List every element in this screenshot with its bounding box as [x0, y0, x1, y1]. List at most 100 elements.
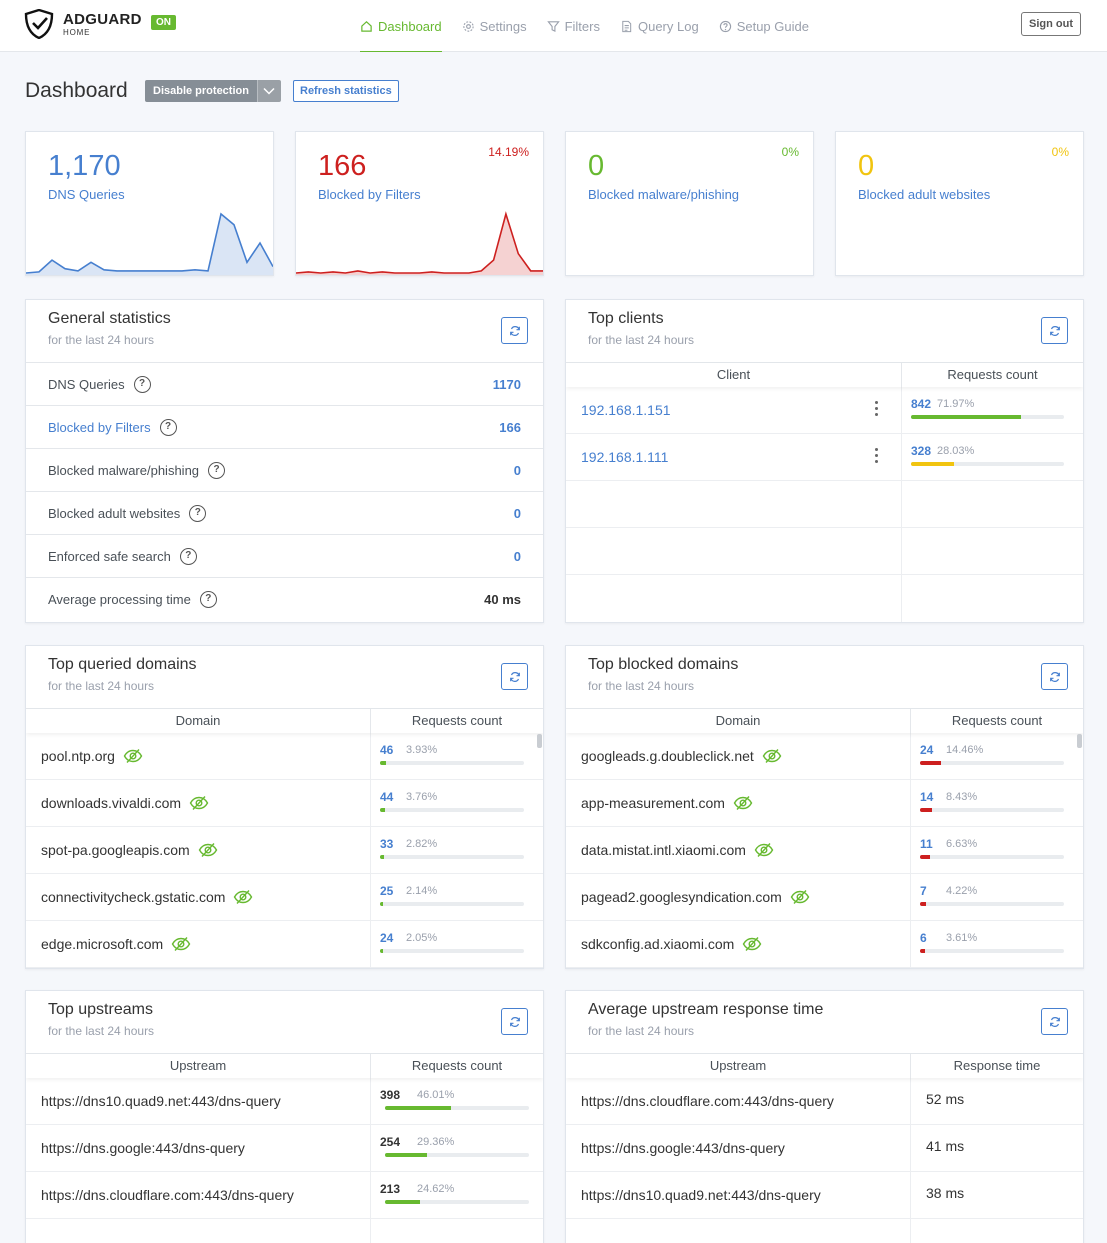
eye-crossed-icon[interactable] — [733, 795, 753, 811]
gs-label-link[interactable]: Blocked by Filters? — [48, 418, 177, 436]
sign-out-button[interactable]: Sign out — [1021, 12, 1081, 36]
gs-label: Enforced safe search? — [48, 547, 197, 565]
domain-cell[interactable]: data.mistat.intl.xiaomi.com — [566, 827, 911, 873]
domain-cell[interactable]: connectivitycheck.gstatic.com — [26, 874, 371, 920]
upstream-name[interactable]: https://dns.cloudflare.com:443/dns-query — [41, 1187, 294, 1203]
response-time-cell: 41 ms — [911, 1125, 1083, 1171]
domain-name[interactable]: sdkconfig.ad.xiaomi.com — [581, 936, 735, 952]
nav-filters[interactable]: Filters — [537, 0, 610, 52]
upstream-cell[interactable]: https://dns.google:443/dns-query — [566, 1125, 911, 1171]
upstream-name[interactable]: https://dns.google:443/dns-query — [41, 1140, 245, 1156]
eye-crossed-icon[interactable] — [233, 889, 253, 905]
client-ip[interactable]: 192.168.1.111 — [566, 434, 902, 480]
help-icon[interactable]: ? — [199, 591, 217, 608]
disable-protection-dropdown[interactable] — [256, 80, 281, 102]
top-clients-subtitle: for the last 24 hours — [588, 333, 695, 347]
domain-name[interactable]: downloads.vivaldi.com — [41, 795, 182, 811]
upstream-name[interactable]: https://dns.google:443/dns-query — [581, 1140, 785, 1156]
domain-cell[interactable]: downloads.vivaldi.com — [26, 780, 371, 826]
help-icon[interactable]: ? — [208, 461, 226, 479]
upstream-cell[interactable]: https://dns10.quad9.net:443/dns-query — [566, 1172, 911, 1218]
request-bar — [385, 1106, 529, 1110]
client-ip[interactable]: 192.168.1.151 — [566, 387, 902, 433]
request-percent: 2.14% — [406, 885, 438, 897]
nav-query-log[interactable]: Query Log — [610, 0, 709, 52]
general-statistics-refresh-button[interactable] — [501, 317, 528, 344]
domain-cell[interactable]: edge.microsoft.com — [26, 921, 371, 967]
nav-settings[interactable]: Settings — [452, 0, 537, 52]
requests-cell: 25 2.14% — [371, 874, 543, 920]
col-upstream-header[interactable]: Upstream — [566, 1054, 911, 1078]
eye-crossed-icon[interactable] — [790, 889, 810, 905]
nav-setup-guide[interactable]: Setup Guide — [709, 0, 819, 52]
col-requests-header[interactable]: Requests count — [947, 367, 1038, 382]
eye-crossed-icon[interactable] — [198, 842, 218, 858]
nav-dashboard[interactable]: Dashboard — [350, 0, 452, 52]
domain-name[interactable]: connectivitycheck.gstatic.com — [41, 889, 226, 905]
upstream-cell[interactable]: https://dns.cloudflare.com:443/dns-query — [566, 1078, 911, 1124]
more-options-icon[interactable] — [875, 448, 879, 466]
col-requests-header[interactable]: Requests count — [411, 713, 503, 728]
domain-name[interactable]: data.mistat.intl.xiaomi.com — [581, 842, 746, 858]
avg-upstream-refresh-button[interactable] — [1041, 1008, 1068, 1035]
domain-name[interactable]: app-measurement.com — [581, 795, 725, 811]
top-blocked-refresh-button[interactable] — [1041, 663, 1068, 690]
upstream-cell[interactable]: https://dns.cloudflare.com:443/dns-query — [26, 1172, 371, 1218]
eye-crossed-icon[interactable] — [123, 748, 143, 764]
domain-cell[interactable]: googleads.g.doubleclick.net — [566, 733, 911, 779]
table-row: downloads.vivaldi.com 44 3.76% — [26, 780, 543, 827]
help-icon[interactable]: ? — [159, 418, 177, 436]
scrollbar-thumb[interactable] — [537, 734, 542, 748]
upstream-cell[interactable]: https://dns.google:443/dns-query — [26, 1125, 371, 1171]
avg-upstream-response-panel: Average upstream response time for the l… — [565, 990, 1084, 1243]
gs-value: 40 ms — [484, 592, 521, 607]
domain-name[interactable]: edge.microsoft.com — [41, 936, 164, 952]
refresh-icon — [509, 1016, 520, 1027]
upstream-name[interactable]: https://dns10.quad9.net:443/dns-query — [41, 1093, 281, 1109]
help-icon[interactable]: ? — [189, 504, 207, 522]
col-domain-header[interactable]: Domain — [566, 709, 911, 733]
top-queried-refresh-button[interactable] — [501, 663, 528, 690]
col-client-header[interactable]: Client — [566, 363, 902, 387]
help-icon[interactable]: ? — [179, 547, 197, 565]
upstream-cell[interactable]: https://dns10.quad9.net:443/dns-query — [26, 1078, 371, 1124]
domain-cell[interactable]: pagead2.googlesyndication.com — [566, 874, 911, 920]
col-requests-header[interactable]: Requests count — [951, 713, 1043, 728]
request-count: 398 — [380, 1088, 401, 1102]
table-row: edge.microsoft.com 24 2.05% — [26, 921, 543, 968]
scrollbar-thumb[interactable] — [1077, 734, 1082, 748]
eye-crossed-icon[interactable] — [762, 748, 782, 764]
col-requests-header[interactable]: Requests count — [411, 1058, 503, 1073]
more-options-icon[interactable] — [875, 401, 879, 419]
general-statistics-subtitle: for the last 24 hours — [48, 333, 155, 347]
col-domain-header[interactable]: Domain — [26, 709, 371, 733]
refresh-statistics-button[interactable]: Refresh statistics — [293, 80, 399, 102]
eye-crossed-icon[interactable] — [189, 795, 209, 811]
domain-cell[interactable]: pool.ntp.org — [26, 733, 371, 779]
eye-crossed-icon[interactable] — [742, 936, 762, 952]
top-queried-title: Top queried domains — [48, 656, 197, 673]
eye-crossed-icon[interactable] — [171, 936, 191, 952]
domain-name[interactable]: googleads.g.doubleclick.net — [581, 748, 754, 764]
stat-card-dns-queries: 1,170 DNS Queries — [25, 131, 274, 276]
eye-crossed-icon[interactable] — [754, 842, 774, 858]
domain-name[interactable]: spot-pa.googleapis.com — [41, 842, 190, 858]
disable-protection-button[interactable]: Disable protection — [145, 80, 257, 102]
adguard-shield-logo[interactable] — [24, 9, 54, 39]
domain-cell[interactable]: sdkconfig.ad.xiaomi.com — [566, 921, 911, 967]
domain-name[interactable]: pool.ntp.org — [41, 748, 115, 764]
request-bar — [911, 462, 1064, 466]
empty-row — [26, 1219, 543, 1243]
help-icon[interactable]: ? — [133, 375, 151, 393]
request-count: 7 — [920, 884, 927, 898]
upstream-name[interactable]: https://dns.cloudflare.com:443/dns-query — [581, 1093, 834, 1109]
domain-cell[interactable]: app-measurement.com — [566, 780, 911, 826]
domain-cell[interactable]: spot-pa.googleapis.com — [26, 827, 371, 873]
top-clients-refresh-button[interactable] — [1041, 317, 1068, 344]
col-upstream-header[interactable]: Upstream — [26, 1054, 371, 1078]
upstream-name[interactable]: https://dns10.quad9.net:443/dns-query — [581, 1187, 821, 1203]
domain-name[interactable]: pagead2.googlesyndication.com — [581, 889, 782, 905]
col-response-time-header[interactable]: Response time — [953, 1058, 1041, 1073]
empty-row — [566, 481, 1083, 528]
top-upstreams-refresh-button[interactable] — [501, 1008, 528, 1035]
